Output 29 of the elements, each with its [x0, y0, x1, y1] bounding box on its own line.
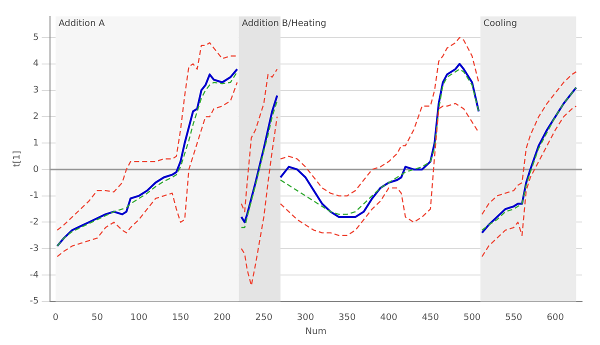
y-tick-label: 2 — [33, 112, 39, 122]
band-label: Addition B/Heating — [242, 19, 326, 30]
x-tick-label: 200 — [214, 313, 232, 324]
x-tick-label: 500 — [463, 313, 481, 324]
y-tick-label: -1 — [30, 191, 39, 202]
x-axis-title: Num — [305, 326, 326, 337]
y-tick-label: 1 — [33, 138, 39, 148]
band-label: Cooling — [483, 19, 518, 30]
x-tick-label: 250 — [255, 313, 273, 324]
x-tick-label: 450 — [422, 313, 440, 324]
x-tick-label: 50 — [92, 313, 104, 324]
y-tick-label: 5 — [33, 32, 39, 43]
y-tick-label: -3 — [30, 244, 39, 254]
x-tick-label: 300 — [296, 313, 314, 324]
x-tick-label: 550 — [505, 313, 523, 324]
y-tick-label: 3 — [33, 86, 39, 96]
y-tick-label: 4 — [33, 59, 40, 70]
y-axis-title: t[1] — [12, 150, 23, 168]
y-tick-label: -2 — [30, 218, 39, 228]
x-tick-label: 0 — [52, 313, 59, 324]
x-tick-label: 600 — [546, 313, 564, 324]
y-tick-label: 0 — [33, 164, 40, 175]
band-label: Addition A — [58, 19, 106, 30]
x-tick-label: 100 — [130, 313, 148, 324]
x-tick-label: 150 — [172, 313, 190, 324]
y-tick-label: -4 — [30, 270, 40, 280]
x-tick-label: 400 — [380, 313, 398, 324]
y-tick-label: -5 — [30, 296, 39, 307]
x-tick-label: 350 — [338, 313, 356, 324]
